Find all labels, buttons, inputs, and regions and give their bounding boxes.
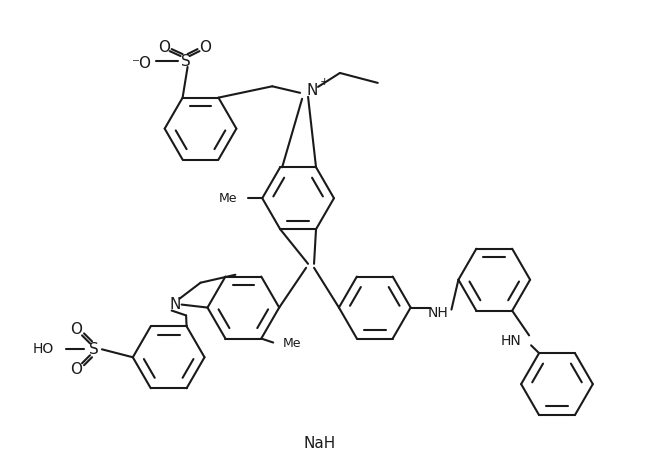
Text: NaH: NaH [304,436,336,451]
Text: Me: Me [283,337,302,350]
Text: O: O [70,362,82,377]
Text: +: + [319,77,329,87]
Text: NH: NH [427,306,448,320]
Text: HO: HO [33,342,54,356]
Text: N: N [306,83,318,98]
Text: O: O [200,40,211,55]
Text: Me: Me [219,192,237,205]
Text: S: S [181,53,191,68]
Text: O: O [70,322,82,337]
Text: O: O [158,40,170,55]
Text: HN: HN [501,334,521,348]
Text: N: N [170,297,182,312]
Text: ⁻O: ⁻O [132,56,152,71]
Text: S: S [89,342,99,357]
